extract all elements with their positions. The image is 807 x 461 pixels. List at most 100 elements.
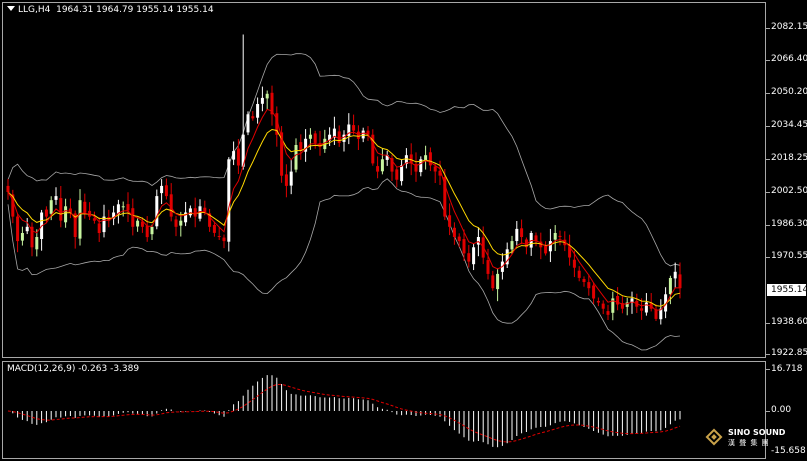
- macd-panel[interactable]: [2, 361, 766, 459]
- candle-body: [193, 208, 197, 217]
- axis-tick: [766, 93, 770, 94]
- logo-brand: SINO SOUND: [728, 428, 786, 437]
- candle-body: [524, 239, 528, 248]
- axis-tick: [766, 225, 770, 226]
- candle-body: [678, 274, 682, 289]
- candle-body: [625, 302, 629, 307]
- candle-body: [145, 225, 149, 238]
- candle-body: [83, 201, 87, 213]
- candle-body: [539, 241, 543, 248]
- candle-body: [352, 125, 356, 131]
- candle-body: [179, 220, 183, 226]
- candle-body: [275, 113, 279, 135]
- candle-body: [164, 185, 168, 197]
- candle-body: [424, 155, 428, 162]
- candle-body: [308, 134, 312, 139]
- candle-body: [515, 228, 519, 241]
- candle-body: [232, 151, 236, 160]
- bollinger-upper-band: [7, 53, 681, 267]
- candle-body: [505, 249, 509, 265]
- candle-body: [486, 260, 490, 274]
- candle-body: [390, 158, 394, 172]
- logo-brand-cn: 漢 聲 集 團: [728, 439, 770, 447]
- candle-body: [78, 200, 82, 239]
- axis-tick: [766, 126, 770, 127]
- candle-body: [16, 216, 20, 242]
- candle-body: [404, 155, 408, 164]
- candle-body: [236, 148, 240, 166]
- candle-body: [284, 174, 288, 186]
- candle-body: [457, 236, 461, 242]
- candle-body: [438, 170, 442, 176]
- price-label: 1986.30: [771, 219, 807, 229]
- candle-body: [212, 225, 216, 233]
- candle-body: [256, 104, 260, 118]
- candle-body: [217, 236, 221, 237]
- candle-body: [342, 134, 346, 142]
- candle-body: [160, 185, 164, 194]
- candle-body: [361, 130, 365, 139]
- candle-body: [299, 142, 303, 152]
- candle-body: [654, 309, 658, 319]
- candle-body: [553, 233, 557, 240]
- candle-body: [265, 93, 269, 99]
- main-chart-panel[interactable]: [2, 2, 766, 358]
- candle-body: [136, 220, 140, 227]
- candle-body: [462, 239, 466, 254]
- chart-title[interactable]: LLG,H4 1964.31 1964.79 1955.14 1955.14: [7, 5, 214, 15]
- candle-body: [568, 246, 572, 258]
- candle-body: [174, 219, 178, 227]
- candle-body: [11, 194, 15, 217]
- candle-body: [59, 198, 63, 221]
- candle-body: [30, 226, 34, 248]
- candle-body: [433, 166, 437, 172]
- candle-body: [472, 247, 476, 265]
- candle-body: [304, 138, 308, 152]
- candle-body: [520, 228, 524, 237]
- candle-body: [467, 253, 471, 262]
- candle-body: [169, 194, 173, 217]
- symbol-timeframe: LLG,H4: [18, 5, 51, 15]
- candle-body: [73, 213, 77, 237]
- candle-body: [644, 302, 648, 313]
- candle-body: [419, 159, 423, 173]
- candle-body: [659, 308, 663, 320]
- candle-body: [606, 311, 610, 315]
- macd-label: -15.658: [771, 446, 806, 456]
- price-label: 2002.50: [771, 186, 807, 196]
- dropdown-triangle-icon[interactable]: [7, 6, 15, 11]
- macd-label: 16.718: [771, 364, 803, 374]
- axis-tick: [766, 323, 770, 324]
- candle-body: [260, 97, 264, 104]
- candle-body: [544, 245, 548, 254]
- price-label: 1970.55: [771, 251, 807, 261]
- candle-body: [64, 206, 68, 223]
- axis-tick: [766, 192, 770, 193]
- candle-body: [251, 116, 255, 119]
- candle-body: [577, 270, 581, 278]
- candle-body: [596, 301, 600, 303]
- axis-tick: [766, 159, 770, 160]
- candle-body: [208, 213, 212, 227]
- candle-body: [409, 154, 413, 164]
- ohlc-values: 1964.31 1964.79 1955.14 1955.14: [56, 5, 214, 15]
- candle-body: [572, 259, 576, 268]
- candle-body: [313, 133, 317, 143]
- candle-body: [664, 294, 668, 312]
- candle-body: [611, 298, 615, 313]
- candle-body: [558, 235, 562, 237]
- candle-body: [222, 237, 226, 242]
- candle-body: [97, 223, 101, 233]
- candle-body: [582, 279, 586, 282]
- candle-body: [376, 166, 380, 172]
- price-label: 2082.15: [771, 22, 807, 32]
- candle-body: [131, 208, 135, 227]
- candle-body: [534, 235, 538, 242]
- candle-body: [184, 212, 188, 223]
- candle-body: [356, 131, 360, 139]
- candle-body: [49, 200, 53, 214]
- candle-body: [366, 130, 370, 135]
- price-label: 2018.25: [771, 153, 807, 163]
- candle-body: [92, 218, 96, 221]
